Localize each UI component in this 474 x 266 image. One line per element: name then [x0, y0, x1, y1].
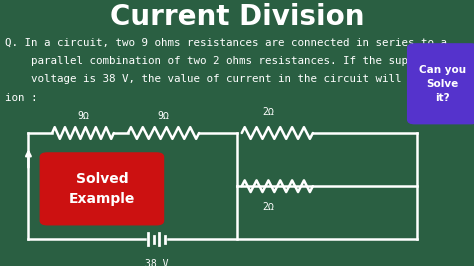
FancyBboxPatch shape	[408, 44, 474, 124]
Text: ion :: ion :	[5, 93, 37, 103]
Text: Current Division: Current Division	[110, 3, 364, 31]
Text: parallel combination of two 2 ohms resistances. If the supply: parallel combination of two 2 ohms resis…	[5, 56, 427, 66]
Text: Q. In a circuit, two 9 ohms resistances are connected in series to a: Q. In a circuit, two 9 ohms resistances …	[5, 37, 447, 47]
Text: Solved
Example: Solved Example	[69, 172, 135, 206]
Text: 2Ω: 2Ω	[262, 202, 273, 212]
FancyBboxPatch shape	[40, 153, 164, 225]
Text: voltage is 38 V, the value of current in the circuit will be: voltage is 38 V, the value of current in…	[5, 74, 421, 85]
Text: 38 V: 38 V	[145, 259, 168, 266]
Text: 9Ω: 9Ω	[77, 111, 89, 121]
Text: 9Ω: 9Ω	[158, 111, 169, 121]
Text: Can you
Solve
it?: Can you Solve it?	[419, 65, 466, 103]
Text: I: I	[40, 155, 47, 165]
Text: 2Ω: 2Ω	[262, 107, 273, 117]
